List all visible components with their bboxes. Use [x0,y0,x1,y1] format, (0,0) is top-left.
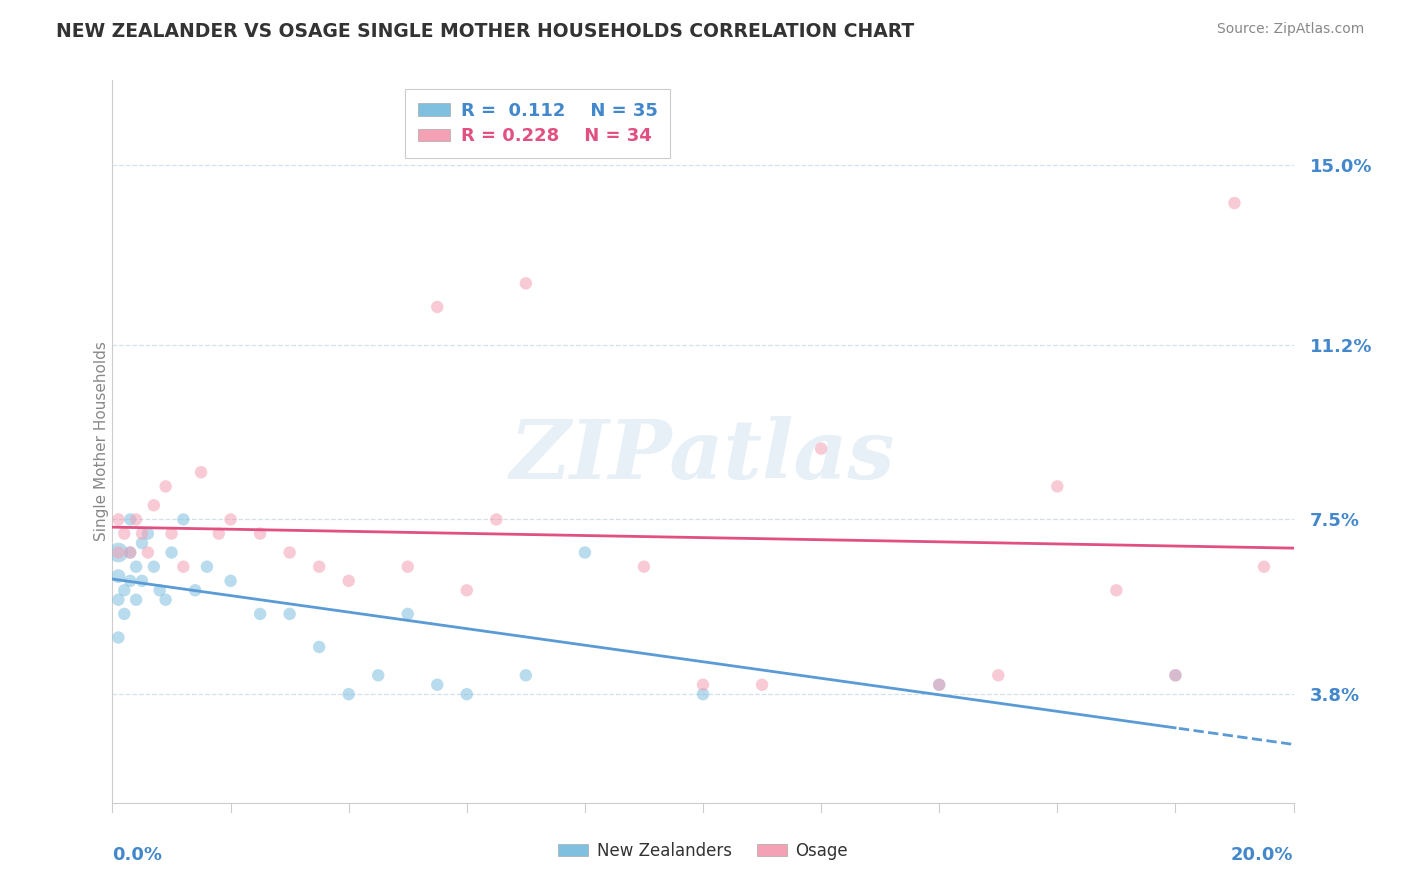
Point [396,607,419,621]
Point [131,574,153,588]
Point [1164,668,1187,682]
Point [107,545,129,559]
Point [136,526,159,541]
Point [112,583,135,598]
Point [107,569,129,583]
Point [987,668,1010,682]
Point [249,607,271,621]
Text: ZIPatlas: ZIPatlas [510,416,896,496]
Point [120,545,142,559]
Point [107,512,129,526]
Point [751,678,773,692]
Point [308,559,330,574]
Point [485,512,508,526]
Point [142,559,165,574]
Point [131,526,153,541]
Point [456,687,478,701]
Point [515,668,537,682]
Point [149,583,172,598]
Point [515,277,537,291]
Point [426,678,449,692]
Point [367,668,389,682]
Point [120,545,142,559]
Point [131,536,153,550]
Point [1105,583,1128,598]
Point [1046,479,1069,493]
Point [208,526,231,541]
Point [456,583,478,598]
Text: 0.0%: 0.0% [112,847,163,864]
Point [692,678,714,692]
Point [308,640,330,654]
Point [810,442,832,456]
Point [112,607,135,621]
Point [1253,559,1275,574]
Point [125,512,148,526]
Point [219,512,242,526]
Text: NEW ZEALANDER VS OSAGE SINGLE MOTHER HOUSEHOLDS CORRELATION CHART: NEW ZEALANDER VS OSAGE SINGLE MOTHER HOU… [56,22,914,41]
Point [426,300,449,314]
Point [125,592,148,607]
Text: Source: ZipAtlas.com: Source: ZipAtlas.com [1216,22,1364,37]
Point [928,678,950,692]
Point [574,545,596,559]
Point [125,559,148,574]
Point [120,512,142,526]
Point [112,526,135,541]
Point [155,592,177,607]
Point [633,559,655,574]
Point [107,592,129,607]
Y-axis label: Single Mother Households: Single Mother Households [94,342,108,541]
Point [172,559,194,574]
Point [249,526,271,541]
Point [278,545,301,559]
Point [142,498,165,512]
Point [136,545,159,559]
Point [396,559,419,574]
Point [155,479,177,493]
Point [692,687,714,701]
Point [184,583,207,598]
Point [1223,196,1246,211]
Point [1164,668,1187,682]
Point [120,574,142,588]
Point [337,687,360,701]
Point [107,631,129,645]
Point [195,559,218,574]
Text: 20.0%: 20.0% [1232,847,1294,864]
Point [190,465,212,479]
Point [107,545,129,559]
Point [160,526,183,541]
Legend: New Zealanders, Osage: New Zealanders, Osage [551,836,855,867]
Point [278,607,301,621]
Point [928,678,950,692]
Point [337,574,360,588]
Point [172,512,194,526]
Point [160,545,183,559]
Point [219,574,242,588]
